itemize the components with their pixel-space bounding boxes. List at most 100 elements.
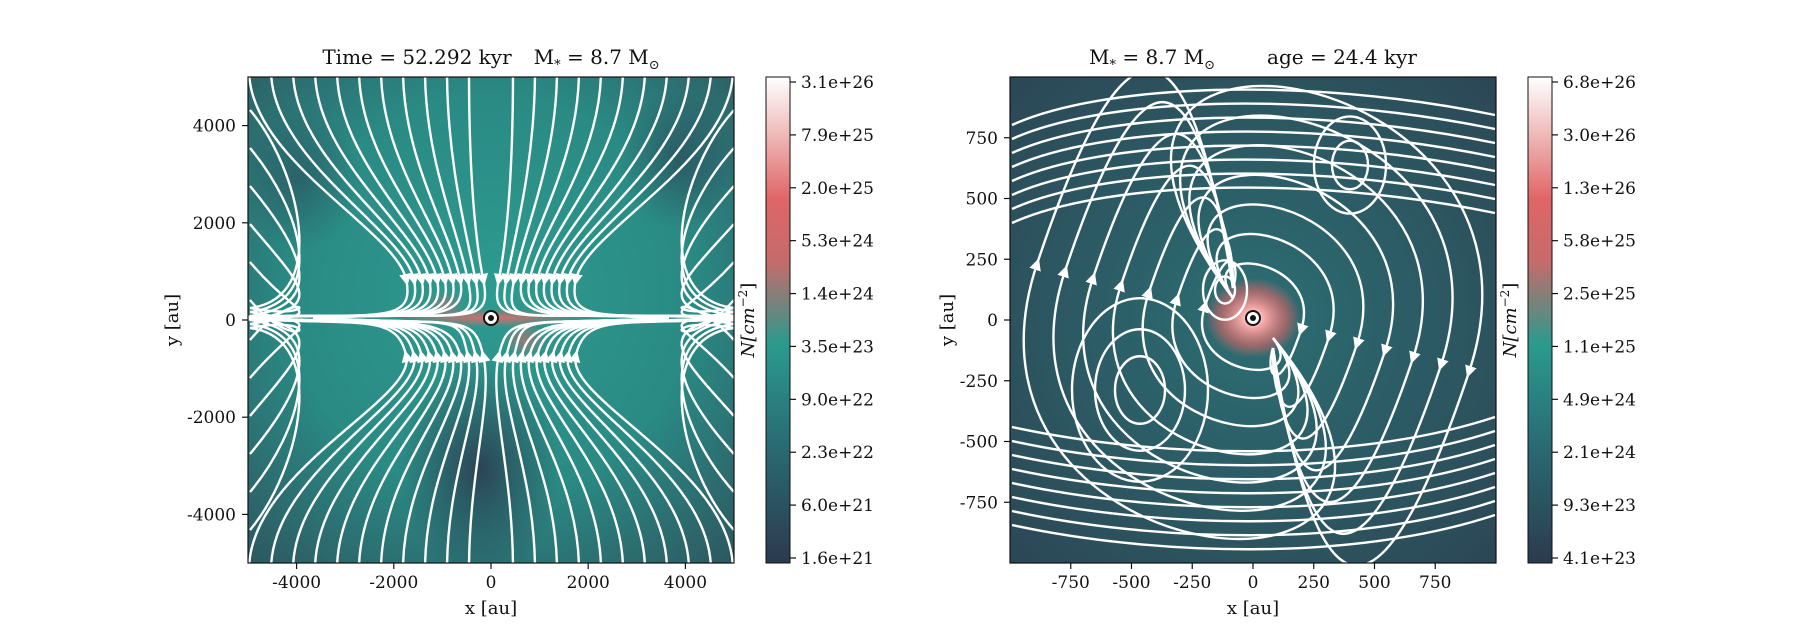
streamline <box>1022 77 1336 541</box>
y-tick-label: -4000 <box>187 505 236 525</box>
streamline <box>312 316 491 563</box>
streamline <box>1011 443 1496 481</box>
streamline <box>1011 130 1496 169</box>
colorbar-tick-label: 1.6e+21 <box>801 549 874 569</box>
right-streamlines <box>1011 77 1496 563</box>
streamline <box>249 318 301 455</box>
right-colorbar-ticks: 6.8e+26 3.0e+26 1.3e+26 5.8e+25 2.5e+25 1.1e+… <box>1552 73 1636 569</box>
right-y-ticks: 750 500 250 0 -250 -500 -750 <box>960 129 1010 513</box>
streamline <box>680 326 734 531</box>
streamline <box>1011 102 1496 141</box>
streamline <box>1141 196 1300 428</box>
streamline-loop <box>1070 297 1210 484</box>
colorbar-tick-label: 9.0e+22 <box>801 390 874 410</box>
streamline-loop <box>1312 115 1388 215</box>
streamline <box>1052 101 1328 512</box>
y-tick-label: 250 <box>966 250 998 270</box>
streamline <box>680 109 734 310</box>
streamline <box>1206 203 1365 440</box>
streamline <box>1011 144 1496 183</box>
left-x-ticks: -4000 -2000 0 2000 4000 <box>272 563 707 593</box>
colorbar-tick-label: 2.0e+25 <box>801 179 874 199</box>
streamline <box>249 326 301 531</box>
colorbar-tick-label: 2.5e+25 <box>1563 285 1636 305</box>
streamline <box>680 223 734 322</box>
right-y-label: y [au] <box>937 294 958 347</box>
streamline-loop <box>1213 275 1237 305</box>
right-x-ticks: -750 -500 -250 0 250 500 750 <box>1052 563 1451 593</box>
y-tick-label: -2000 <box>187 408 236 428</box>
streamline <box>680 299 734 333</box>
colorbar-tick-label: 2.3e+22 <box>801 443 874 463</box>
colorbar-tick-label: 2.1e+24 <box>1563 443 1636 463</box>
x-tick-label: 4000 <box>664 573 707 593</box>
streamline-loop <box>1113 355 1167 425</box>
right-panel: M* = 8.7 M⊙ age = 24.4 kyr -750 -500 -250 0 2… <box>937 45 1636 619</box>
left-colorbar-label: N[cm−2] <box>736 283 759 359</box>
right-sink-particle <box>1245 310 1261 326</box>
streamline <box>1011 457 1496 495</box>
x-tick-label: 2000 <box>567 573 610 593</box>
streamline <box>1011 116 1496 155</box>
left-x-label: x [au] <box>465 598 517 619</box>
streamline <box>1011 513 1496 551</box>
x-tick-label: -750 <box>1052 573 1090 593</box>
colorbar-tick-label: 3.0e+26 <box>1563 126 1636 146</box>
streamline <box>1011 158 1496 197</box>
streamline <box>1179 114 1454 535</box>
y-tick-label: 2000 <box>193 214 236 234</box>
y-tick-label: 0 <box>225 311 236 331</box>
right-title: M* = 8.7 M⊙ age = 24.4 kyr <box>1089 45 1417 73</box>
right-colorbar-label: N[cm−2] <box>1498 283 1521 359</box>
x-tick-label: -2000 <box>369 573 418 593</box>
colorbar-tick-label: 5.8e+25 <box>1563 232 1636 252</box>
streamline <box>249 223 301 322</box>
colorbar-tick-label: 9.3e+23 <box>1563 496 1636 516</box>
left-title: Time = 52.292 kyr M* = 8.7 M⊙ <box>322 45 659 73</box>
streamline <box>680 147 734 314</box>
streamline <box>1082 132 1318 484</box>
streamline-loop <box>1201 259 1249 321</box>
right-heatmap <box>1010 77 1496 563</box>
colorbar-tick-label: 3.1e+26 <box>801 73 874 93</box>
streamline <box>249 147 301 314</box>
left-y-label: y [au] <box>162 294 183 347</box>
left-heatmap <box>248 77 734 563</box>
streamline <box>1011 485 1496 523</box>
x-tick-label: -500 <box>1112 573 1150 593</box>
y-tick-label: 750 <box>966 129 998 149</box>
y-tick-label: -250 <box>960 372 998 392</box>
streamline <box>249 305 301 341</box>
left-streamlines <box>248 77 734 563</box>
streamline <box>1011 415 1496 453</box>
y-tick-label: -500 <box>960 433 998 453</box>
colorbar-tick-label: 7.9e+25 <box>801 126 874 146</box>
streamline <box>249 109 301 310</box>
colorbar-tick-label: 6.0e+21 <box>801 496 874 516</box>
streamline <box>1011 186 1496 225</box>
streamline <box>568 318 734 563</box>
colorbar-tick-label: 4.9e+24 <box>1563 390 1636 410</box>
streamline-loop <box>1093 328 1187 452</box>
left-colorbar: 3.1e+26 7.9e+25 2.0e+25 5.3e+24 1.4e+24 3.5e+… <box>736 73 874 569</box>
colorbar-tick-label: 6.8e+26 <box>1563 73 1636 93</box>
colorbar-tick-label: 1.4e+24 <box>801 285 874 305</box>
left-sink-particle <box>483 310 499 326</box>
streamline <box>249 261 301 326</box>
left-colorbar-ticks: 3.1e+26 7.9e+25 2.0e+25 5.3e+24 1.4e+24 3.5e+… <box>790 73 874 569</box>
streamline <box>1170 84 1484 563</box>
left-y-ticks: 4000 2000 0 -2000 -4000 <box>187 117 248 525</box>
y-tick-label: 0 <box>987 311 998 331</box>
x-tick-label: 0 <box>486 573 497 593</box>
x-tick-label: 750 <box>1419 573 1451 593</box>
x-tick-label: -4000 <box>272 573 321 593</box>
colorbar-tick-label: 5.3e+24 <box>801 232 874 252</box>
right-colorbar: 6.8e+26 3.0e+26 1.3e+26 5.8e+25 2.5e+25 1.1e+… <box>1498 73 1636 569</box>
colorbar-tick-label: 3.5e+23 <box>801 337 874 357</box>
x-tick-label: -250 <box>1173 573 1211 593</box>
streamline <box>570 77 734 318</box>
streamline <box>256 316 468 563</box>
colorbar-tick-label: 1.3e+26 <box>1563 179 1636 199</box>
streamline <box>680 318 734 455</box>
